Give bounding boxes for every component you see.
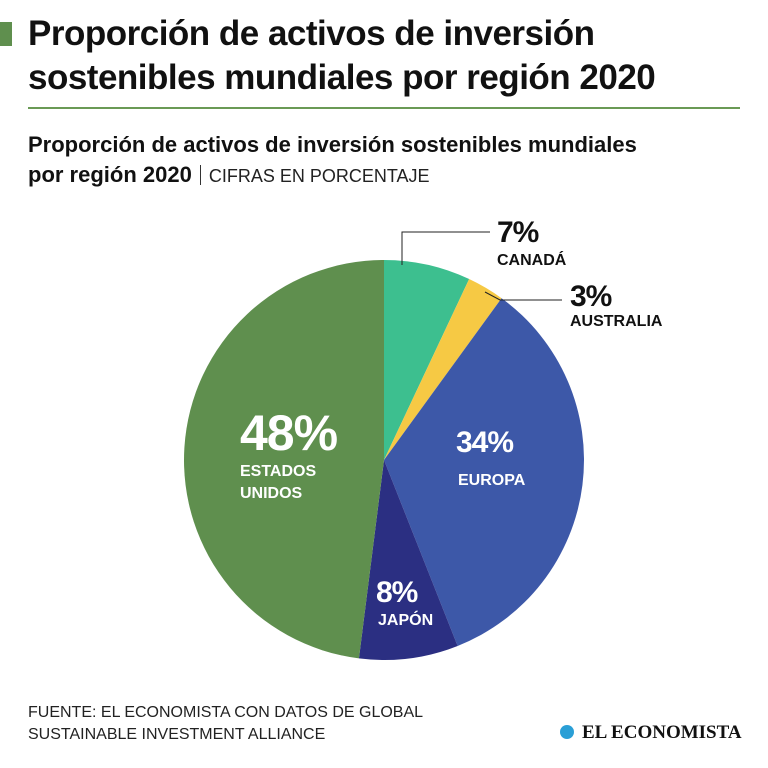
logo: EL ECONOMISTA — [582, 722, 742, 743]
pie-slice — [384, 298, 585, 646]
value-label: 48% — [240, 405, 338, 461]
pie — [184, 260, 585, 660]
pie-slice — [384, 279, 502, 460]
leader-line — [401, 231, 490, 265]
separator — [199, 165, 201, 185]
category-label: AUSTRALIA — [570, 313, 663, 330]
logo-icon — [560, 725, 574, 739]
pie-slice — [384, 260, 470, 460]
chart-title: Proporción de activos de inversión soste… — [28, 132, 637, 187]
value-label: 7% — [497, 216, 539, 249]
source: FUENTE: EL ECONOMISTA CON DATOS DE GLOBA… — [28, 704, 423, 743]
category-label: EUROPA — [458, 472, 526, 489]
chart-subtitle: CIFRAS EN PORCENTAJE — [208, 166, 430, 186]
category-label: CANADÁ — [497, 252, 567, 269]
value-label: 8% — [376, 576, 418, 609]
pie-slice — [358, 460, 458, 660]
value-label: 34% — [456, 426, 514, 459]
title-marker — [0, 22, 12, 46]
category-label: ESTADOS UNIDOS — [240, 463, 317, 502]
page-title: Proporción de activos de inversión soste… — [28, 14, 656, 97]
category-label: JAPÓN — [378, 612, 434, 629]
pie-slice — [184, 260, 384, 659]
value-label: 3% — [570, 280, 612, 313]
chart-heading: Proporción de activos de inversión soste… — [28, 130, 668, 191]
leader-line — [484, 291, 562, 301]
